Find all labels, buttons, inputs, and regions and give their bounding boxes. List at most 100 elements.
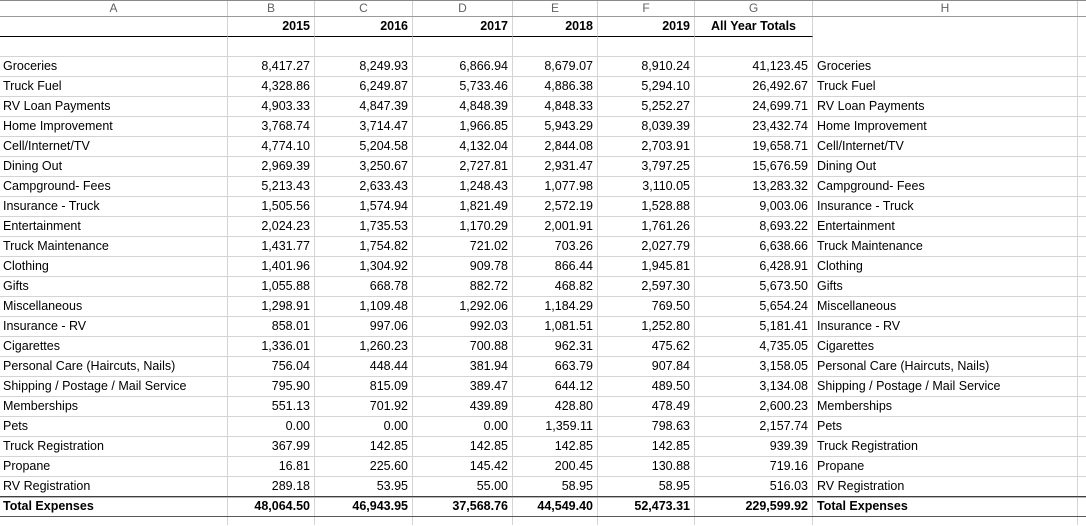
value-2016-cell[interactable]: 1,735.53 — [315, 217, 413, 236]
value-2019-cell[interactable]: 8,039.39 — [598, 117, 695, 136]
value-2018-cell[interactable]: 1,184.29 — [513, 297, 598, 316]
year-header-2015[interactable]: 2015 — [228, 17, 315, 37]
cell-empty[interactable] — [228, 517, 315, 525]
row-total-cell[interactable]: 939.39 — [695, 437, 813, 456]
row-total-cell[interactable]: 5,673.50 — [695, 277, 813, 296]
row-total-cell[interactable]: 4,735.05 — [695, 337, 813, 356]
row-label-duplicate[interactable]: Cigarettes — [813, 337, 1078, 356]
value-2019-cell[interactable]: 478.49 — [598, 397, 695, 416]
value-2015-cell[interactable]: 16.81 — [228, 457, 315, 476]
value-2017-cell[interactable]: 1,248.43 — [413, 177, 513, 196]
value-2015-cell[interactable]: 1,431.77 — [228, 237, 315, 256]
value-2016-cell[interactable]: 815.09 — [315, 377, 413, 396]
row-label[interactable]: Insurance - Truck — [0, 197, 228, 216]
value-2018-cell[interactable]: 468.82 — [513, 277, 598, 296]
row-label-duplicate[interactable]: Personal Care (Haircuts, Nails) — [813, 357, 1078, 376]
row-total-cell[interactable]: 5,654.24 — [695, 297, 813, 316]
cell-empty[interactable] — [315, 517, 413, 525]
value-2015-cell[interactable]: 289.18 — [228, 477, 315, 496]
value-2017-cell[interactable]: 6,866.94 — [413, 57, 513, 76]
row-label[interactable]: Cell/Internet/TV — [0, 137, 228, 156]
year-header-2019[interactable]: 2019 — [598, 17, 695, 37]
row-label[interactable]: Propane — [0, 457, 228, 476]
row-total-cell[interactable]: 3,158.05 — [695, 357, 813, 376]
row-total-cell[interactable]: 19,658.71 — [695, 137, 813, 156]
value-2016-cell[interactable]: 2,633.43 — [315, 177, 413, 196]
value-2016-cell[interactable]: 6,249.87 — [315, 77, 413, 96]
row-total-cell[interactable]: 13,283.32 — [695, 177, 813, 196]
value-2019-cell[interactable]: 3,797.25 — [598, 157, 695, 176]
row-label-duplicate[interactable]: RV Loan Payments — [813, 97, 1078, 116]
total-2018-cell[interactable]: 44,549.40 — [513, 498, 598, 516]
value-2019-cell[interactable]: 798.63 — [598, 417, 695, 436]
value-2019-cell[interactable]: 769.50 — [598, 297, 695, 316]
row-label[interactable]: Memberships — [0, 397, 228, 416]
value-2017-cell[interactable]: 145.42 — [413, 457, 513, 476]
row-label[interactable]: Cigarettes — [0, 337, 228, 356]
value-2017-cell[interactable]: 4,848.39 — [413, 97, 513, 116]
value-2018-cell[interactable]: 2,001.91 — [513, 217, 598, 236]
value-2019-cell[interactable]: 142.85 — [598, 437, 695, 456]
value-2018-cell[interactable]: 2,572.19 — [513, 197, 598, 216]
value-2016-cell[interactable]: 701.92 — [315, 397, 413, 416]
value-2018-cell[interactable]: 4,848.33 — [513, 97, 598, 116]
year-header-2016[interactable]: 2016 — [315, 17, 413, 37]
cell-empty[interactable] — [813, 17, 1078, 37]
cell-empty[interactable] — [598, 37, 695, 56]
value-2019-cell[interactable]: 58.95 — [598, 477, 695, 496]
value-2019-cell[interactable]: 1,528.88 — [598, 197, 695, 216]
value-2015-cell[interactable]: 4,328.86 — [228, 77, 315, 96]
value-2019-cell[interactable]: 5,294.10 — [598, 77, 695, 96]
row-total-cell[interactable]: 24,699.71 — [695, 97, 813, 116]
value-2017-cell[interactable]: 0.00 — [413, 417, 513, 436]
value-2016-cell[interactable]: 8,249.93 — [315, 57, 413, 76]
row-total-cell[interactable]: 6,428.91 — [695, 257, 813, 276]
value-2019-cell[interactable]: 1,761.26 — [598, 217, 695, 236]
value-2017-cell[interactable]: 142.85 — [413, 437, 513, 456]
value-2017-cell[interactable]: 4,132.04 — [413, 137, 513, 156]
year-header-2017[interactable]: 2017 — [413, 17, 513, 37]
column-header-f[interactable]: F — [598, 1, 695, 16]
row-label[interactable]: Truck Maintenance — [0, 237, 228, 256]
row-total-cell[interactable]: 23,432.74 — [695, 117, 813, 136]
value-2019-cell[interactable]: 489.50 — [598, 377, 695, 396]
value-2017-cell[interactable]: 882.72 — [413, 277, 513, 296]
row-label-duplicate[interactable]: Miscellaneous — [813, 297, 1078, 316]
value-2015-cell[interactable]: 551.13 — [228, 397, 315, 416]
value-2016-cell[interactable]: 53.95 — [315, 477, 413, 496]
value-2015-cell[interactable]: 1,505.56 — [228, 197, 315, 216]
value-2015-cell[interactable]: 0.00 — [228, 417, 315, 436]
value-2017-cell[interactable]: 1,821.49 — [413, 197, 513, 216]
row-label[interactable]: Clothing — [0, 257, 228, 276]
value-2016-cell[interactable]: 0.00 — [315, 417, 413, 436]
value-2018-cell[interactable]: 644.12 — [513, 377, 598, 396]
value-2015-cell[interactable]: 5,213.43 — [228, 177, 315, 196]
value-2017-cell[interactable]: 381.94 — [413, 357, 513, 376]
value-2015-cell[interactable]: 8,417.27 — [228, 57, 315, 76]
row-label[interactable]: Entertainment — [0, 217, 228, 236]
row-label[interactable]: Truck Registration — [0, 437, 228, 456]
value-2018-cell[interactable]: 866.44 — [513, 257, 598, 276]
value-2015-cell[interactable]: 1,336.01 — [228, 337, 315, 356]
row-total-cell[interactable]: 516.03 — [695, 477, 813, 496]
row-label-duplicate[interactable]: Cell/Internet/TV — [813, 137, 1078, 156]
cell-empty[interactable] — [0, 17, 228, 37]
value-2015-cell[interactable]: 1,298.91 — [228, 297, 315, 316]
row-label[interactable]: Truck Fuel — [0, 77, 228, 96]
row-label[interactable]: Pets — [0, 417, 228, 436]
value-2019-cell[interactable]: 8,910.24 — [598, 57, 695, 76]
column-header-a[interactable]: A — [0, 1, 228, 16]
value-2015-cell[interactable]: 1,055.88 — [228, 277, 315, 296]
cell-empty[interactable] — [813, 37, 1078, 56]
value-2018-cell[interactable]: 4,886.38 — [513, 77, 598, 96]
value-2018-cell[interactable]: 703.26 — [513, 237, 598, 256]
cell-empty[interactable] — [695, 37, 813, 56]
value-2016-cell[interactable]: 997.06 — [315, 317, 413, 336]
cell-empty[interactable] — [413, 37, 513, 56]
value-2019-cell[interactable]: 1,945.81 — [598, 257, 695, 276]
row-label[interactable]: Home Improvement — [0, 117, 228, 136]
value-2019-cell[interactable]: 3,110.05 — [598, 177, 695, 196]
value-2015-cell[interactable]: 2,969.39 — [228, 157, 315, 176]
column-header-h[interactable]: H — [813, 1, 1078, 16]
row-label-duplicate[interactable]: Entertainment — [813, 217, 1078, 236]
